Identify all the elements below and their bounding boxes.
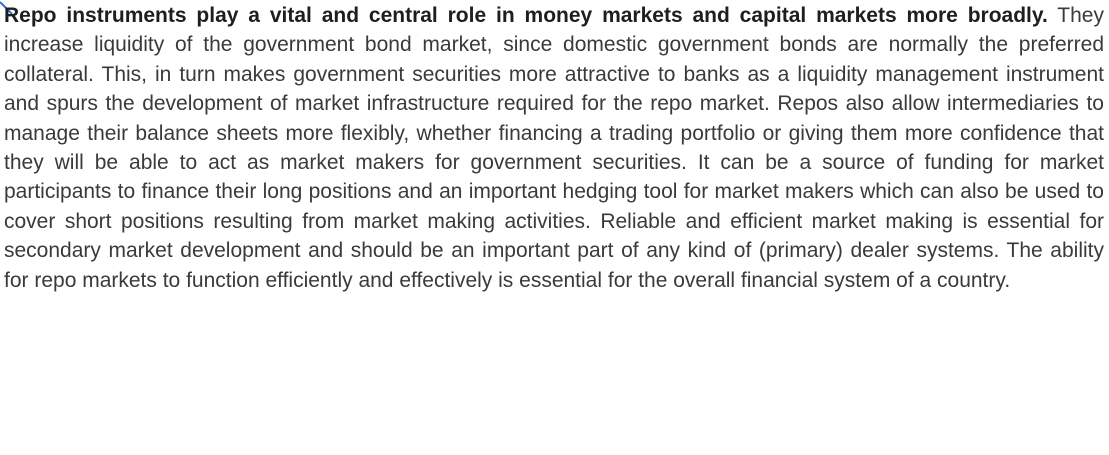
lead-sentence: Repo instruments play a vital and centra… <box>4 4 1048 27</box>
body-text: They increase liquidity of the governmen… <box>4 4 1104 292</box>
corner-mark <box>0 1 13 14</box>
paragraph: Repo instruments play a vital and centra… <box>4 1 1104 295</box>
